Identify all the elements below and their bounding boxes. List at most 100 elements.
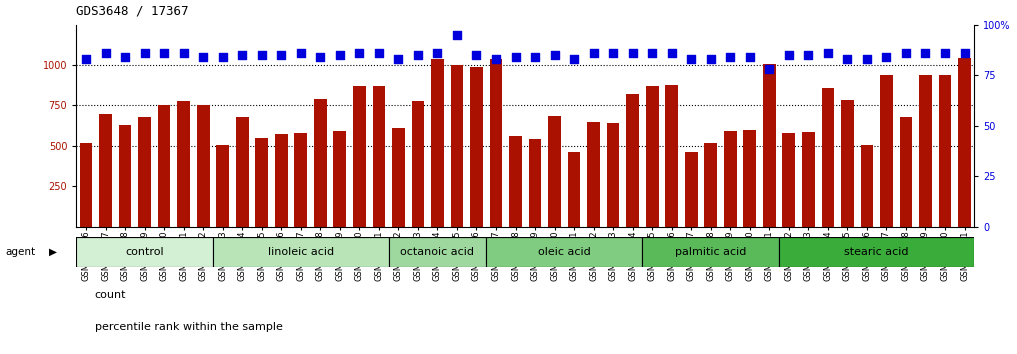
Point (215, 54, 231, 60)
Point (293, 50, 309, 56)
Text: ▶: ▶ (49, 247, 57, 257)
Bar (822, 88, 834, 227)
Point (312, 54, 328, 60)
Bar (412, 101, 424, 227)
Point (703, 56, 719, 62)
Point (917, 50, 934, 56)
Text: octanoic acid: octanoic acid (401, 247, 475, 257)
Bar (900, 117, 912, 227)
Point (800, 52, 817, 58)
Point (898, 50, 914, 56)
Point (78, 56, 95, 62)
Point (351, 50, 367, 56)
Bar (880, 75, 893, 227)
Bar (626, 94, 639, 227)
Point (663, 50, 679, 56)
Bar (353, 86, 366, 227)
Point (820, 50, 836, 56)
Point (937, 50, 953, 56)
Bar (119, 125, 131, 227)
Point (488, 56, 504, 62)
Bar (295, 133, 307, 227)
Point (956, 50, 972, 56)
Bar (372, 86, 385, 227)
Bar (158, 105, 171, 227)
Point (741, 54, 758, 60)
Bar (529, 138, 541, 227)
Bar (607, 123, 619, 227)
Point (527, 54, 543, 60)
Point (98, 50, 114, 56)
Point (448, 32, 465, 38)
Bar (314, 99, 326, 227)
Text: percentile rank within the sample: percentile rank within the sample (95, 322, 283, 332)
Bar (177, 101, 190, 227)
Point (156, 50, 172, 56)
Point (644, 50, 660, 56)
Text: stearic acid: stearic acid (844, 247, 909, 257)
Point (879, 54, 895, 60)
Bar (489, 59, 502, 227)
Bar (431, 59, 443, 227)
Point (624, 50, 641, 56)
Bar (705, 143, 717, 227)
Point (683, 56, 700, 62)
Point (274, 52, 290, 58)
Bar (275, 134, 288, 227)
Bar (79, 143, 93, 227)
Text: control: control (125, 247, 164, 257)
Point (195, 54, 212, 60)
Bar (451, 65, 464, 227)
Bar (548, 116, 561, 227)
Point (429, 50, 445, 56)
Bar (217, 145, 229, 227)
Bar (724, 131, 736, 227)
Point (391, 56, 407, 62)
Bar (860, 145, 874, 227)
Bar (782, 133, 795, 227)
Bar (486, 237, 643, 267)
Bar (643, 237, 779, 267)
Bar (213, 237, 388, 267)
Point (117, 54, 133, 60)
Bar (779, 237, 974, 267)
Point (176, 50, 192, 56)
Bar (958, 58, 971, 227)
Point (722, 54, 738, 60)
Bar (802, 132, 815, 227)
Bar (919, 75, 932, 227)
Bar (510, 136, 522, 227)
Text: linoleic acid: linoleic acid (267, 247, 334, 257)
Point (565, 56, 582, 62)
Text: oleic acid: oleic acid (538, 247, 591, 257)
Bar (939, 75, 951, 227)
Text: palmitic acid: palmitic acid (675, 247, 746, 257)
Point (410, 52, 426, 58)
Bar (392, 128, 405, 227)
Text: agent: agent (5, 247, 36, 257)
Point (469, 52, 485, 58)
Bar (567, 152, 581, 227)
Bar (665, 85, 678, 227)
Text: count: count (95, 290, 126, 300)
Bar (684, 152, 698, 227)
Bar (76, 237, 213, 267)
Point (332, 52, 348, 58)
Point (761, 66, 777, 72)
Point (781, 52, 797, 58)
Bar (100, 114, 112, 227)
Point (605, 50, 621, 56)
Bar (743, 130, 756, 227)
Bar (197, 105, 210, 227)
Bar (138, 117, 151, 227)
Point (234, 52, 250, 58)
Point (586, 50, 602, 56)
Point (839, 56, 855, 62)
Bar (255, 138, 268, 227)
Bar (236, 117, 248, 227)
Bar (470, 67, 483, 227)
Bar (388, 237, 486, 267)
Point (507, 54, 524, 60)
Bar (334, 131, 346, 227)
Bar (841, 100, 853, 227)
